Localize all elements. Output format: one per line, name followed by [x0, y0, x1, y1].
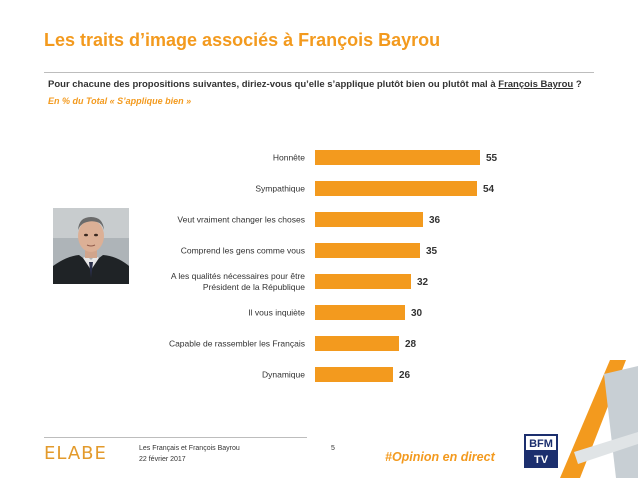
footer-divider: [44, 437, 307, 438]
svg-text:TV: TV: [534, 454, 549, 466]
bar: [315, 212, 423, 227]
bar-value-label: 28: [405, 339, 417, 350]
bar-value-label: 30: [411, 308, 423, 319]
footer-study-title: Les Français et François Bayrou: [139, 445, 240, 452]
survey-question: Pour chacune des propositions suivantes,…: [48, 79, 582, 90]
category-label: Honnête: [273, 153, 305, 163]
bar-chart: 55 Honnête 54 Sympathique 36 Veut vraiment ch…: [169, 150, 498, 382]
bfmtv-logo: BFM TV: [524, 434, 558, 468]
category-label: Comprend les gens comme vous: [181, 246, 305, 256]
footer-date: 22 février 2017: [139, 456, 186, 463]
category-label: Il vous inquiète: [248, 308, 305, 318]
chart-subtitle: En % du Total « S’applique bien »: [48, 96, 192, 106]
category-label: Capable de rassembler les Français: [169, 339, 305, 349]
category-label: A les qualités nécessaires pour être: [171, 271, 305, 281]
bar-value-label: 35: [426, 246, 438, 257]
question-suffix: ?: [573, 79, 582, 90]
bar: [315, 367, 393, 382]
bar: [315, 336, 399, 351]
bar-value-label: 32: [417, 277, 429, 288]
bar: [315, 243, 420, 258]
bar: [315, 181, 477, 196]
svg-text:BFM: BFM: [529, 438, 553, 450]
portrait-photo: [53, 208, 129, 284]
page-title: Les traits d’image associés à François B…: [44, 30, 441, 50]
category-label: Sympathique: [255, 184, 305, 194]
bar-value-label: 54: [483, 184, 495, 195]
category-label: Veut vraiment changer les choses: [177, 215, 305, 225]
hashtag: #Opinion en direct: [385, 450, 495, 464]
bar-value-label: 55: [486, 153, 498, 164]
portrait-photo-icon: [53, 208, 129, 284]
elabe-logo: ELABE: [44, 443, 107, 464]
title-divider: [44, 72, 594, 73]
question-name: François Bayrou: [498, 79, 574, 90]
decorative-a-logo: [560, 360, 638, 478]
bar-value-label: 26: [399, 370, 411, 381]
bar: [315, 274, 411, 289]
category-label: Dynamique: [262, 370, 305, 380]
bar: [315, 150, 480, 165]
bar: [315, 305, 405, 320]
category-label: Président de la République: [203, 282, 305, 292]
question-prefix: Pour chacune des propositions suivantes,…: [48, 79, 499, 90]
bar-value-label: 36: [429, 215, 441, 226]
page-number: 5: [331, 445, 335, 452]
